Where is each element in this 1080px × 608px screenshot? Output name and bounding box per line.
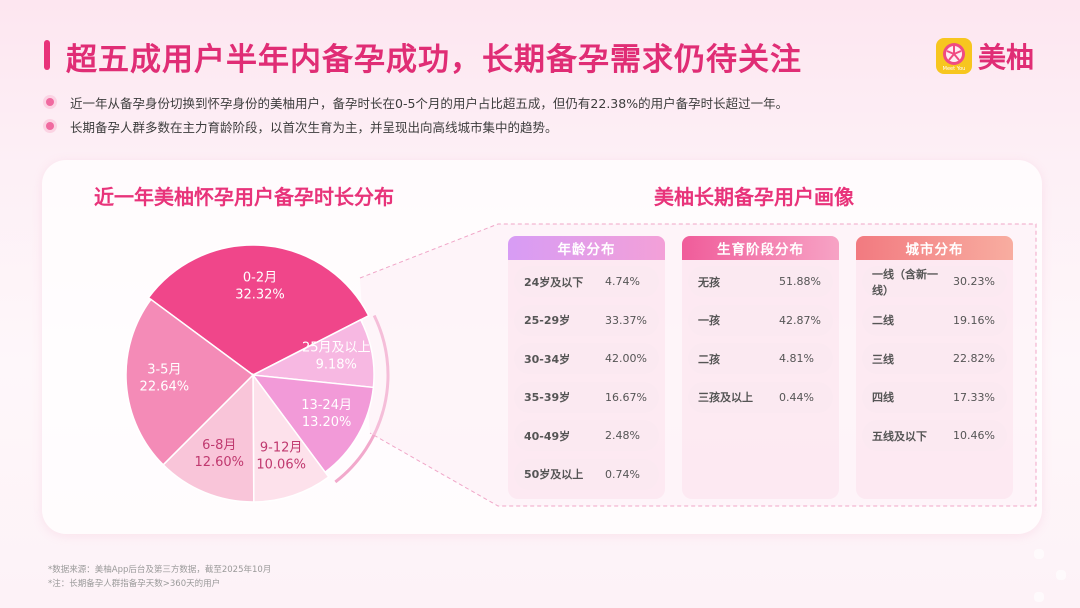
decor-square — [1034, 592, 1044, 602]
grapefruit-icon: Meet You — [936, 38, 972, 74]
row-label: 30-34岁 — [524, 352, 571, 366]
row-label: 二孩 — [698, 352, 720, 366]
panel-header: 年龄分布 — [508, 236, 665, 260]
pie-label-name: 3-5月 — [147, 363, 181, 378]
list-item: 无孩 51.88% — [688, 266, 833, 297]
pie-label-value: 10.06% — [256, 457, 306, 472]
row-value: 22.82% — [953, 352, 995, 365]
panel-header: 生育阶段分布 — [682, 236, 839, 260]
bullet-dot-icon — [46, 122, 54, 130]
row-label: 五线及以下 — [872, 429, 927, 443]
list-item: 24岁及以下 4.74% — [514, 266, 659, 297]
row-value: 30.23% — [953, 275, 995, 288]
list-item: 二孩 4.81% — [688, 343, 833, 374]
pie-slice-6-8 — [162, 373, 255, 503]
pie-slice-9-12 — [252, 372, 330, 503]
list-item: 五线及以下 10.46% — [862, 420, 1007, 451]
pie-label-name: 25月及以上 — [302, 340, 371, 355]
row-label: 25-29岁 — [524, 314, 571, 327]
pie-label-name: 13-24月 — [301, 398, 352, 413]
row-label: 50岁及以上 — [524, 468, 584, 481]
page-title: 超五成用户半年内备孕成功，长期备孕需求仍待关注 — [66, 42, 802, 78]
row-label: 三孩及以上 — [698, 391, 753, 404]
decor-square — [1056, 570, 1066, 580]
decor-square — [1034, 549, 1044, 559]
footer-note: *注：长期备孕人群指备孕天数>360天的用户 — [48, 579, 221, 589]
row-label: 三线 — [872, 352, 894, 366]
list-item: 40-49岁 2.48% — [514, 420, 659, 451]
row-value: 4.81% — [779, 352, 814, 365]
pie-label-value: 13.20% — [302, 415, 352, 430]
brand-logo: Meet You 美柚 — [936, 36, 1034, 76]
list-item: 30-34岁 42.00% — [514, 343, 659, 374]
panel-stage-distribution: 生育阶段分布无孩 51.88% 一孩 42.87% 二孩 4.81% 三孩及以上 0.44% — [682, 236, 839, 499]
pie-label-name: 0-2月 — [243, 270, 277, 285]
pie-label-value: 12.60% — [194, 455, 244, 470]
summary-text: 近一年从备孕身份切换到怀孕身份的美柚用户，备孕时长在0-5个月的用户占比超五成，… — [70, 95, 789, 111]
row-label: 24岁及以下 — [524, 275, 584, 289]
row-value: 16.67% — [605, 390, 647, 404]
highlight-arc — [334, 314, 390, 484]
list-item: 50岁及以上 0.74% — [514, 458, 659, 490]
list-item: 35-39岁 16.67% — [514, 381, 659, 413]
list-item: 三孩及以上 0.44% — [688, 381, 833, 413]
bullet-dot-icon — [46, 98, 54, 106]
list-item: 25-29岁 33.37% — [514, 304, 659, 336]
row-label: 一线（含新一线） — [872, 267, 938, 297]
row-label: 无孩 — [698, 275, 720, 289]
pie-slice-0-2 — [147, 244, 370, 376]
logo-small-text: Meet You — [942, 66, 966, 72]
summary-bullet: 长期备孕人群多数在主力育龄阶段，以首次生育为主，并呈现出向高线城市集中的趋势。 — [46, 114, 788, 138]
row-value: 42.87% — [779, 313, 821, 327]
panel-city-distribution: 城市分布一线（含新一线） 30.23% 二线 19.16% 三线 22.82% 四线 17.3… — [856, 236, 1013, 499]
pie-label-name: 9-12月 — [260, 440, 303, 455]
pie-label-value: 9.18% — [316, 357, 357, 372]
row-value: 33.37% — [605, 313, 647, 327]
panel-header: 城市分布 — [856, 236, 1013, 260]
list-item: 四线 17.33% — [862, 381, 1007, 413]
row-label: 35-39岁 — [524, 391, 571, 404]
row-value: 10.46% — [953, 429, 995, 442]
row-label: 四线 — [872, 391, 894, 404]
row-label: 一孩 — [698, 314, 720, 327]
list-item: 二线 19.16% — [862, 304, 1007, 336]
row-value: 2.48% — [605, 429, 640, 442]
pie-label-value: 32.32% — [235, 287, 285, 302]
footer-source: *数据来源：美柚App后台及第三方数据，截至2025年10月 — [48, 565, 272, 575]
row-value: 0.74% — [605, 467, 640, 481]
profile-title: 美柚长期备孕用户画像 — [654, 185, 854, 209]
row-value: 17.33% — [953, 390, 995, 404]
pie-slice-3-5 — [125, 298, 255, 466]
summary-bullets: 近一年从备孕身份切换到怀孕身份的美柚用户，备孕时长在0-5个月的用户占比超五成，… — [46, 90, 788, 138]
pie-slice-13-24 — [251, 374, 375, 474]
pie-label-value: 22.64% — [140, 380, 190, 395]
logo-text: 美柚 — [978, 41, 1035, 74]
row-value: 51.88% — [779, 275, 821, 288]
pie-chart-title: 近一年美柚怀孕用户备孕时长分布 — [94, 185, 394, 209]
title-accent-bar — [44, 40, 50, 70]
row-value: 19.16% — [953, 313, 995, 327]
summary-bullet: 近一年从备孕身份切换到怀孕身份的美柚用户，备孕时长在0-5个月的用户占比超五成，… — [46, 90, 788, 114]
list-item: 一线（含新一线） 30.23% — [862, 266, 1007, 297]
pie-label-name: 6-8月 — [202, 438, 236, 453]
row-value: 0.44% — [779, 390, 814, 404]
row-value: 42.00% — [605, 352, 647, 365]
panel-age-distribution: 年龄分布 24岁及以下 4.74% 25-29岁 33.37% 30-34岁 42.00% 3… — [508, 236, 665, 499]
row-label: 二线 — [872, 314, 894, 327]
row-value: 4.74% — [605, 275, 640, 288]
row-label: 40-49岁 — [524, 429, 571, 443]
list-item: 一孩 42.87% — [688, 304, 833, 336]
list-item: 三线 22.82% — [862, 343, 1007, 374]
summary-text: 长期备孕人群多数在主力育龄阶段，以首次生育为主，并呈现出向高线城市集中的趋势。 — [70, 119, 558, 135]
